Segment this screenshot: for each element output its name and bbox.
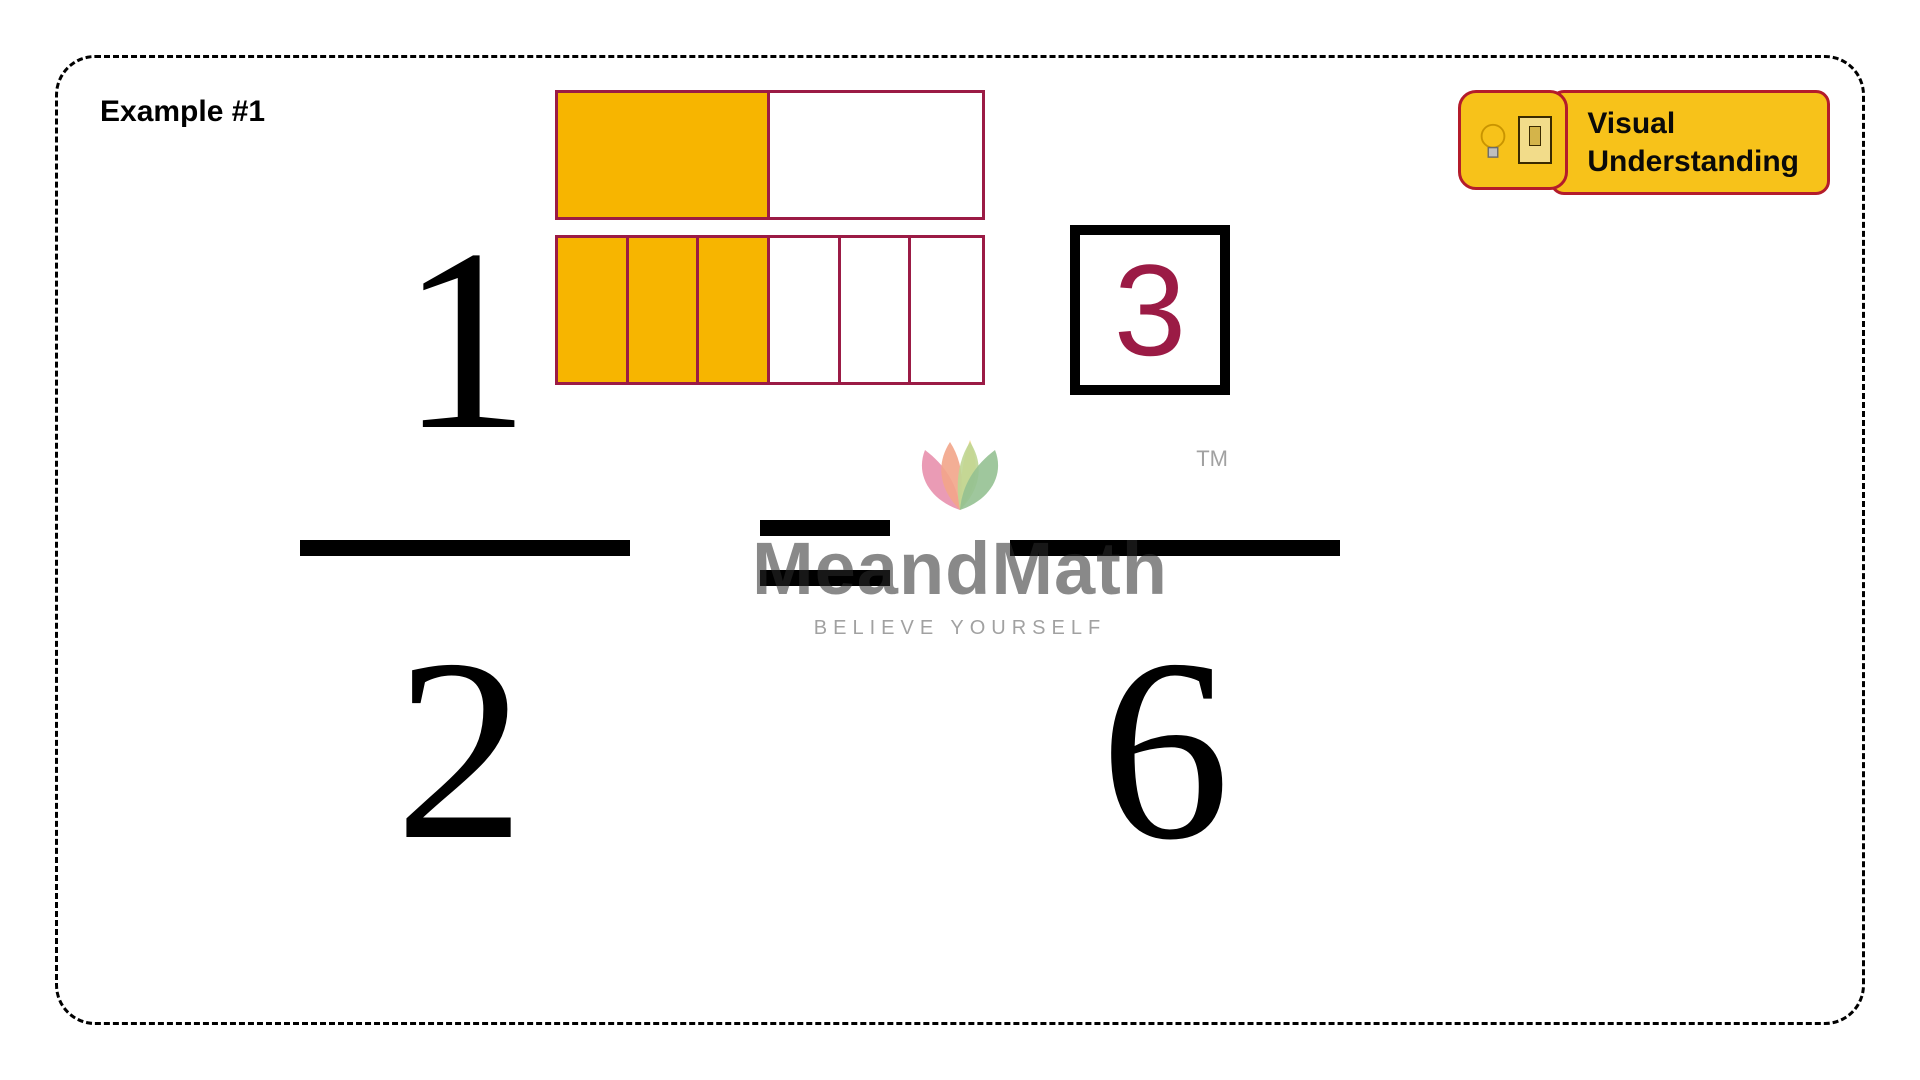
left-numerator: 1 (400, 210, 530, 470)
right-denominator: 6 (1100, 620, 1230, 880)
bar-model-sixths (555, 235, 985, 385)
example-label: Example #1 (100, 95, 265, 129)
badge-line2: Understanding (1587, 143, 1799, 181)
bar-model-cell (770, 93, 982, 217)
visual-understanding-badge: Visual Understanding (1458, 90, 1830, 195)
lightbulb-icon (1474, 113, 1512, 167)
bar-model-halves (555, 90, 985, 220)
left-fraction-bar (300, 540, 630, 556)
right-fraction-bar (1010, 540, 1340, 556)
equals-sign-top (760, 520, 890, 536)
bar-model-cell (841, 238, 912, 382)
bar-model-cell (629, 238, 700, 382)
right-numerator: 3 (1114, 235, 1186, 385)
bar-model-cell (699, 238, 770, 382)
bar-model-cell (911, 238, 982, 382)
bar-model-cell (558, 238, 629, 382)
lightswitch-icon (1518, 116, 1552, 164)
canvas: Example #1 Visual Understanding (0, 0, 1920, 1080)
equals-sign-bottom (760, 570, 890, 586)
badge-text: Visual Understanding (1550, 90, 1830, 195)
bulb-switch-icon (1458, 90, 1568, 190)
right-numerator-box: 3 (1070, 225, 1230, 395)
bar-model-cell (770, 238, 841, 382)
bar-model-cell (558, 93, 770, 217)
badge-line1: Visual (1587, 105, 1799, 143)
left-denominator: 2 (395, 620, 525, 880)
